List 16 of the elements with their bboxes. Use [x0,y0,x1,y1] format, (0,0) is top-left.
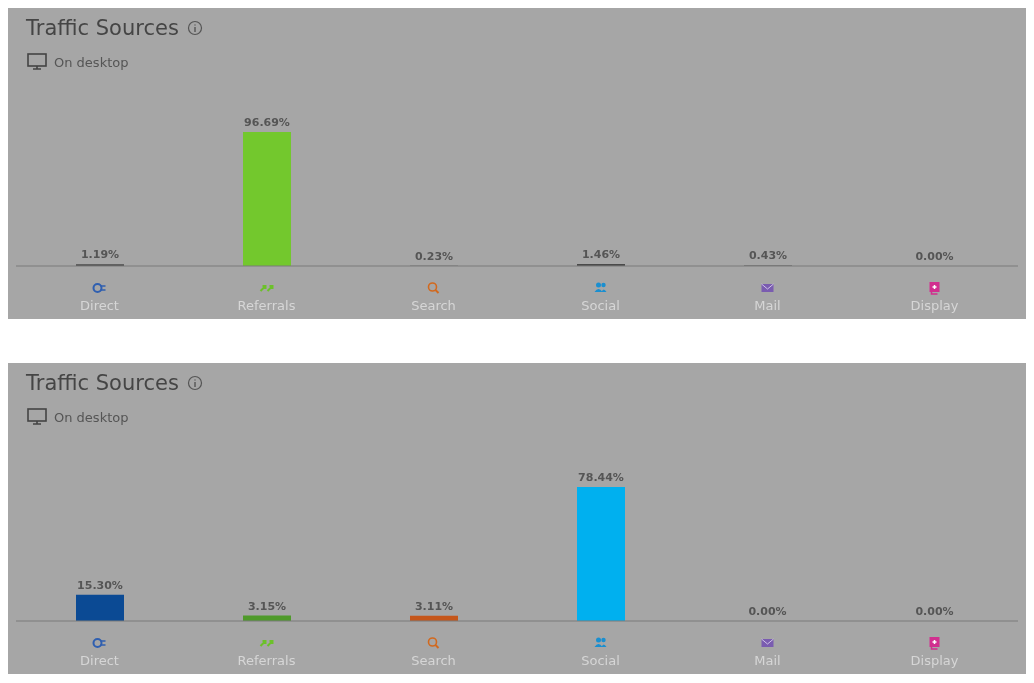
data-label: 1.19% [80,248,120,262]
data-label: 3.11% [414,599,454,613]
data-label: 3.15% [247,599,287,613]
data-label: 15.30% [77,578,123,592]
chart-subtitle: On desktop [54,409,129,425]
data-label: 96.69% [244,116,290,129]
data-label: 1.46% [581,247,621,261]
chart-title: Traffic Sources [26,371,179,395]
data-label: 78.44% [578,471,624,484]
data-label: 0.00% [915,605,954,618]
data-label: 0.00% [748,605,787,618]
data-label: 0.00% [915,250,954,263]
chart-subtitle: On desktop [54,54,129,70]
data-label: 0.43% [748,249,788,263]
chart-title: Traffic Sources [26,16,179,40]
data-label: 0.23% [414,249,454,263]
